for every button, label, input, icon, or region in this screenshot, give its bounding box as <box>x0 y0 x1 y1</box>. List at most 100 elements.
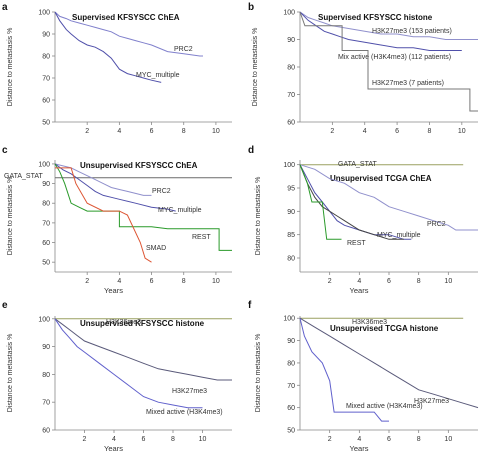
y-tick-label: 50 <box>287 428 295 435</box>
series-label: MYC_multiple <box>377 232 421 239</box>
x-tick-label: 2 <box>85 278 89 285</box>
chart-panel-b: 60 70 80 90 100 2 4 6 8 10 Distance to metastasis … <box>248 2 478 135</box>
y-tick-label: 90 <box>42 181 50 188</box>
series-line-3 <box>54 163 176 212</box>
y-tick-label: 90 <box>287 338 295 345</box>
series-line-2 <box>54 318 232 381</box>
series-label: REST <box>192 234 211 241</box>
panel-letter: c <box>2 145 8 156</box>
series-label: H3K36me3 <box>106 319 141 326</box>
y-tick-label: 90 <box>287 209 295 216</box>
series-line-3 <box>54 318 203 409</box>
x-tick-label: 2 <box>83 436 87 443</box>
y-tick-label: 100 <box>283 316 295 323</box>
series-line-3 <box>299 164 412 240</box>
panel-letter: e <box>2 300 8 311</box>
series-line-5 <box>299 164 342 240</box>
x-tick-label: 8 <box>182 278 186 285</box>
series-label: H3K27me3 (7 patients) <box>372 80 444 87</box>
series-line-3 <box>299 318 389 422</box>
series-line-5 <box>55 167 152 263</box>
x-tick-label: 2 <box>328 436 332 443</box>
series-label: REST <box>347 240 366 247</box>
x-tick-label: 8 <box>417 278 421 285</box>
chart-panel-c: 50 60 70 80 90 100 2 4 6 8 10 Years Distance to meta… <box>2 145 232 295</box>
x-tick-label: 2 <box>328 278 332 285</box>
y-tick-label: 100 <box>283 162 295 169</box>
y-tick-label: 90 <box>287 37 295 44</box>
series-line-2 <box>54 11 162 83</box>
x-tick-label: 4 <box>357 278 361 285</box>
y-axis-label: Distance to metastasis % <box>255 334 262 413</box>
chart-panel-a: 50 60 70 80 90 100 2 4 6 8 10 Distance to metastasi… <box>2 2 232 135</box>
chart-title: Supervised KFSYSCC ChEA <box>72 13 180 22</box>
x-tick-label: 6 <box>150 278 154 285</box>
y-tick-label: 50 <box>42 120 50 127</box>
series-label: Mixed active (H3K4me3) <box>346 403 423 410</box>
x-tick-label: 6 <box>395 128 399 135</box>
y-tick-label: 60 <box>42 240 50 247</box>
y-tick-label: 80 <box>287 360 295 367</box>
y-axis-label: Distance to metastasis % <box>7 334 14 413</box>
series-line-4 <box>299 164 404 240</box>
series-label: SMAD <box>146 245 166 252</box>
y-axis-label: Distance to metastasis % <box>255 177 262 256</box>
y-tick-label: 80 <box>42 372 50 379</box>
series-label: H3K27me3 <box>172 388 207 395</box>
y-tick-label: 85 <box>287 232 295 239</box>
x-tick-label: 10 <box>444 436 452 443</box>
x-axis-label: Years <box>104 286 123 295</box>
y-tick-label: 50 <box>42 260 50 267</box>
series-label: PRC2 <box>174 46 193 53</box>
series-label: Mixed active (H3K4me3) <box>146 409 223 416</box>
series-line-1 <box>299 11 478 40</box>
y-tick-label: 70 <box>287 92 295 99</box>
y-axis-label: Distance to metastasis % <box>7 177 14 256</box>
series-line-2 <box>299 164 478 231</box>
y-axis-label: Distance to metastasis % <box>7 28 14 107</box>
y-tick-label: 60 <box>287 120 295 127</box>
y-tick-label: 95 <box>287 186 295 193</box>
y-tick-label: 80 <box>287 256 295 263</box>
x-tick-label: 8 <box>182 128 186 135</box>
chart-panel-f: 50 60 70 80 90 100 2 4 6 8 10 Years Distance to meta… <box>248 300 479 451</box>
x-tick-label: 4 <box>357 436 361 443</box>
series-label: MYC_multiple <box>158 207 202 214</box>
x-tick-label: 10 <box>212 278 220 285</box>
y-tick-label: 70 <box>42 220 50 227</box>
x-tick-label: 2 <box>330 128 334 135</box>
x-tick-label: 10 <box>199 436 207 443</box>
series-label: H3K27me3 (153 patients) <box>372 28 452 35</box>
panel-letter: a <box>2 2 8 13</box>
x-axis-label: Years <box>350 286 369 295</box>
chart-panel-e: 60 70 80 90 100 2 4 6 8 10 Years Distance to metast… <box>2 300 232 451</box>
series-label: PRC2 <box>152 188 171 195</box>
y-tick-label: 90 <box>42 32 50 39</box>
x-axis-label: Years <box>350 444 369 451</box>
x-tick-label: 6 <box>387 278 391 285</box>
y-tick-label: 100 <box>38 10 50 17</box>
chart-title: Unsupervised TCGA ChEA <box>330 174 432 183</box>
y-tick-label: 60 <box>42 98 50 105</box>
series-label: Mix active (H3K4me3) (112 patients) <box>338 54 451 61</box>
series-label: PRC2 <box>427 221 446 228</box>
series-label: GATA_STAT <box>338 161 377 168</box>
x-tick-label: 6 <box>387 436 391 443</box>
x-tick-label: 8 <box>171 436 175 443</box>
chart-title: Unsupervised TCGA histone <box>330 324 439 333</box>
series-line-2 <box>299 11 462 51</box>
x-tick-label: 6 <box>150 128 154 135</box>
y-tick-label: 70 <box>287 383 295 390</box>
x-tick-label: 4 <box>117 278 121 285</box>
x-tick-label: 10 <box>458 128 466 135</box>
series-label: H3K36me3 <box>352 319 387 326</box>
y-tick-label: 90 <box>42 344 50 351</box>
y-tick-label: 100 <box>38 161 50 168</box>
y-tick-label: 60 <box>42 428 50 435</box>
x-tick-label: 10 <box>444 278 452 285</box>
series-label: MYC_multiple <box>136 72 180 79</box>
series-line-2 <box>299 317 479 409</box>
series-label: GATA_STAT <box>4 173 43 180</box>
x-tick-label: 4 <box>363 128 367 135</box>
y-tick-label: 100 <box>283 10 295 17</box>
